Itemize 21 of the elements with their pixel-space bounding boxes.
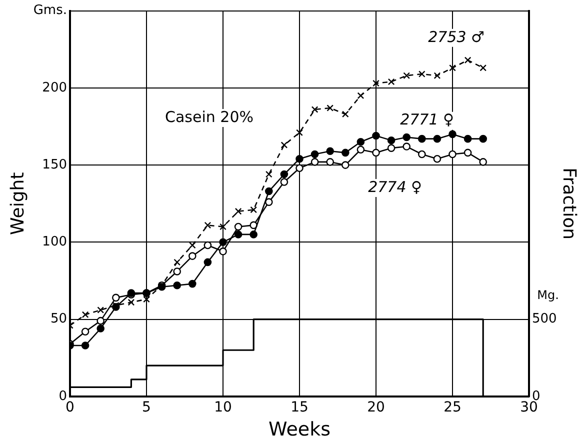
x-tick-label: 25 xyxy=(444,399,462,416)
x-axis-title: Weeks xyxy=(268,418,330,441)
series-label: 2774 ♀ xyxy=(368,178,422,196)
y2-axis-title: Fraction xyxy=(558,168,580,240)
annotation: Casein 20% xyxy=(165,108,254,126)
y-tick-label: 100 xyxy=(42,234,67,250)
x-tick-label: 10 xyxy=(214,399,232,416)
y-axis-title: Weight xyxy=(7,172,28,235)
y-tick-label: 0 xyxy=(58,388,67,404)
x-tick-label: 5 xyxy=(142,399,151,416)
series-label: 2771 ♀ xyxy=(400,110,454,129)
x-tick-label: 20 xyxy=(367,399,385,416)
y-tick-label: 150 xyxy=(42,157,67,172)
x-tick-label: 30 xyxy=(520,399,538,416)
x-tick-label: 15 xyxy=(290,399,308,416)
text: Mg. xyxy=(537,288,559,302)
y-tick-label: 200 xyxy=(42,80,67,96)
y-tick-label: 50 xyxy=(50,312,67,327)
series-label: 2753 ♂ xyxy=(428,28,484,46)
y-tick-label: Gms. xyxy=(33,3,67,18)
y2-tick-label: 500 xyxy=(532,312,557,327)
